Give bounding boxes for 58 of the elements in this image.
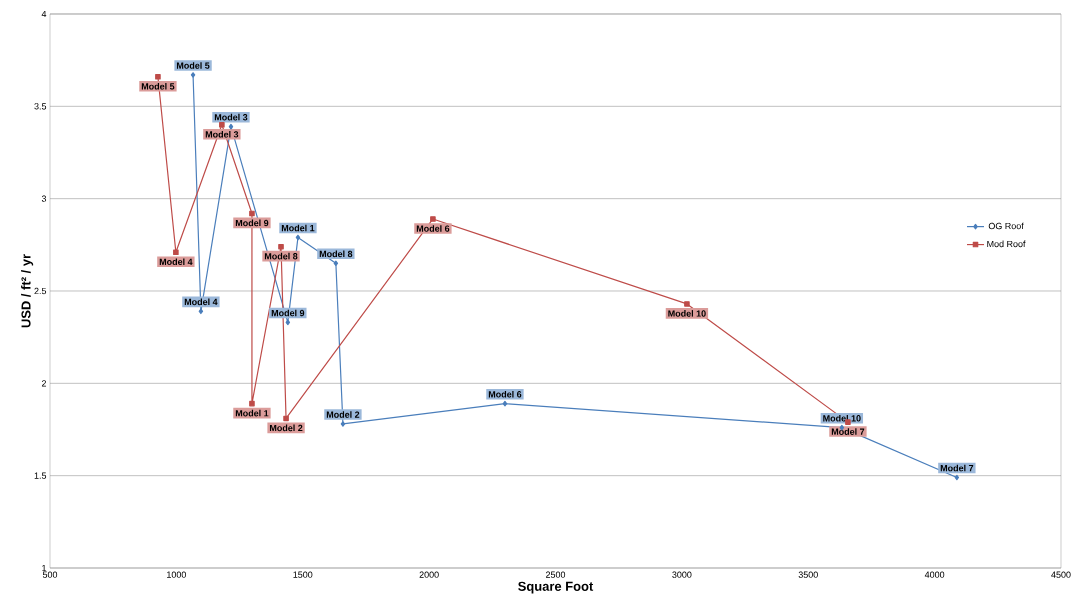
- annotation: Model 2: [326, 411, 360, 418]
- y-tick-label: 1: [42, 564, 47, 572]
- x-tick-label: 2500: [545, 571, 566, 578]
- annotation: Model 5: [176, 62, 210, 69]
- point: [295, 234, 301, 241]
- x-tick-label: 2000: [419, 571, 439, 578]
- annotation: Model 2: [269, 424, 303, 432]
- x-axis-title: Square Foot: [518, 581, 594, 594]
- point: [430, 216, 436, 222]
- x-tick-label: 4500: [1051, 571, 1071, 578]
- y-tick-label: 3: [41, 195, 47, 202]
- point: [285, 319, 291, 326]
- annotation: Model 6: [416, 225, 450, 232]
- annotation: Model 8: [264, 252, 298, 260]
- point: [278, 243, 284, 250]
- annotation: Model 4: [184, 298, 218, 306]
- legend-label: OG Roof: [988, 222, 1024, 230]
- point: [249, 400, 255, 407]
- point: [340, 421, 346, 427]
- point: [249, 210, 255, 217]
- legend-label: Mod Roof: [987, 240, 1026, 248]
- point: [190, 72, 196, 78]
- point: [502, 400, 508, 407]
- y-tick-label: 1.5: [34, 472, 47, 479]
- annotation: Model 9: [271, 309, 305, 317]
- annotation: Model 5: [141, 82, 175, 90]
- point: [173, 249, 179, 256]
- point: [155, 73, 161, 80]
- annotation: Model 1: [235, 409, 269, 417]
- annotation: Model 7: [940, 464, 974, 472]
- annotation: Model 9: [235, 219, 269, 227]
- point: [219, 122, 225, 128]
- point: [283, 415, 289, 422]
- x-tick-label: 500: [42, 571, 58, 578]
- y-tick-label: 2.5: [34, 287, 47, 295]
- x-tick-label: 3000: [672, 571, 692, 578]
- point: [228, 123, 234, 130]
- annotation: Model 7: [831, 428, 865, 435]
- annotation: Model 1: [281, 224, 315, 232]
- y-tick-label: 3.5: [34, 103, 47, 110]
- annotation: Model 10: [823, 414, 861, 422]
- y-axis-title: USD / ft² / yr: [21, 254, 34, 328]
- x-tick-label: 1000: [167, 571, 186, 578]
- annotation: Model 3: [214, 113, 248, 121]
- x-tick-label: 4000: [924, 571, 945, 578]
- point: [198, 308, 204, 315]
- annotation: Model 10: [668, 310, 706, 317]
- point: [333, 260, 339, 267]
- y-tick-label: 2: [41, 380, 47, 387]
- point: [684, 301, 690, 307]
- x-tick-label: 3500: [798, 571, 818, 578]
- x-tick-label: 1500: [293, 571, 313, 578]
- y-tick-label: 4: [41, 10, 47, 18]
- point: [954, 474, 960, 481]
- annotation: Model 8: [319, 250, 353, 258]
- annotation: Model 3: [205, 130, 239, 138]
- annotation: Model 6: [488, 390, 522, 398]
- annotation: Model 4: [159, 258, 193, 265]
